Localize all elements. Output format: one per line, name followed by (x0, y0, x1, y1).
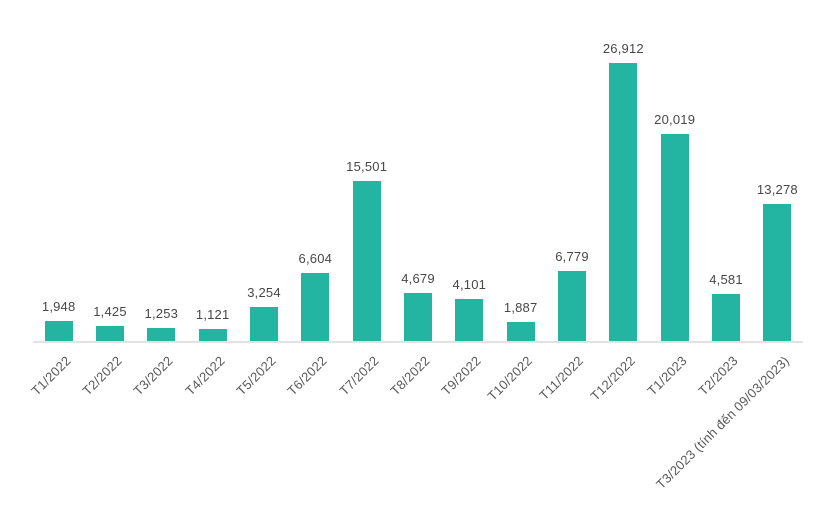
x-axis-labels: T1/2022 T2/2022 T3/2022 T4/2022 T5/2022 T6/20… (27, 353, 792, 492)
bar-value-label: 1,253 (144, 306, 179, 321)
bar[interactable] (660, 134, 689, 341)
bar[interactable] (96, 326, 124, 341)
bar[interactable] (301, 273, 330, 341)
bar-value-label: 15,501 (346, 159, 388, 174)
bar[interactable] (352, 181, 381, 341)
bar-value-label: 1,425 (93, 304, 127, 319)
bar[interactable] (250, 307, 278, 341)
bar-value-label: 6,779 (555, 249, 589, 264)
plot-area: 1,948 1,425 1,253 1,121 3,254 6,604 15,501 4,67… (33, 41, 803, 343)
bar-value-label: 4,679 (401, 271, 435, 286)
bar-value-label: 1,121 (195, 307, 230, 322)
bar-value-label: 13,278 (756, 182, 798, 197)
bar[interactable] (198, 329, 227, 341)
bar[interactable] (404, 293, 432, 341)
bar-value-label: 6,604 (298, 251, 333, 266)
bar-value-label: 3,254 (247, 285, 281, 300)
bar[interactable] (506, 322, 535, 341)
bar[interactable] (609, 63, 638, 341)
bar[interactable] (44, 321, 73, 341)
bar-value-label: 1,948 (41, 299, 76, 314)
bar[interactable] (455, 299, 484, 341)
bar[interactable] (712, 294, 740, 341)
bar[interactable] (147, 328, 176, 341)
bar-value-label: 20,019 (654, 112, 696, 127)
bar[interactable] (558, 271, 586, 341)
bar-value-label: 4,101 (452, 277, 487, 292)
bar-value-label: 26,912 (602, 41, 644, 56)
bar-value-label: 4,581 (709, 272, 743, 287)
bar[interactable] (763, 204, 792, 341)
bar-value-label: 1,887 (503, 300, 538, 315)
